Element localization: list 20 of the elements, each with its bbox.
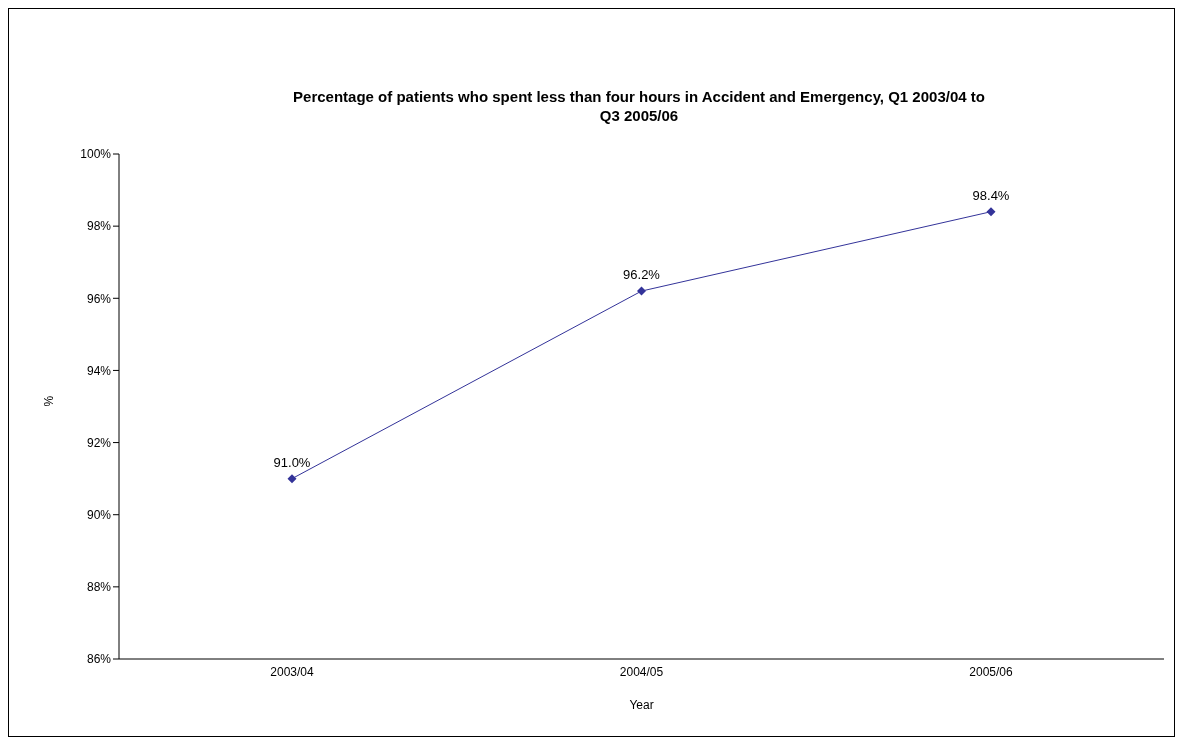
data-label: 98.4% xyxy=(972,187,1010,203)
point xyxy=(637,286,646,296)
y-tick-label: 86% xyxy=(86,652,112,667)
y-axis-title: % xyxy=(42,395,57,407)
data-label: 96.2% xyxy=(623,267,661,283)
y-tick-label: 98% xyxy=(86,219,112,234)
data-label: 91.0% xyxy=(273,454,311,470)
x-axis-title: Year xyxy=(629,698,654,712)
point xyxy=(287,474,297,484)
x-tick-label: 2003/04 xyxy=(270,664,315,679)
y-tick-label: 90% xyxy=(86,507,112,522)
x-tick-label: 2005/06 xyxy=(969,664,1014,679)
x-tick-label: 2004/05 xyxy=(619,664,664,679)
y-tick-label: 96% xyxy=(86,291,112,306)
y-tick-label: 92% xyxy=(86,435,112,450)
y-tick-label: 88% xyxy=(86,580,112,595)
point xyxy=(986,207,996,217)
chart-title: Percentage of patients who spent less than four hours in Accident and Emergency, Q1 2003/04 to Q3 2005/06 xyxy=(292,87,986,125)
y-tick-label: 100% xyxy=(80,147,112,162)
y-tick-label: 94% xyxy=(86,363,112,378)
